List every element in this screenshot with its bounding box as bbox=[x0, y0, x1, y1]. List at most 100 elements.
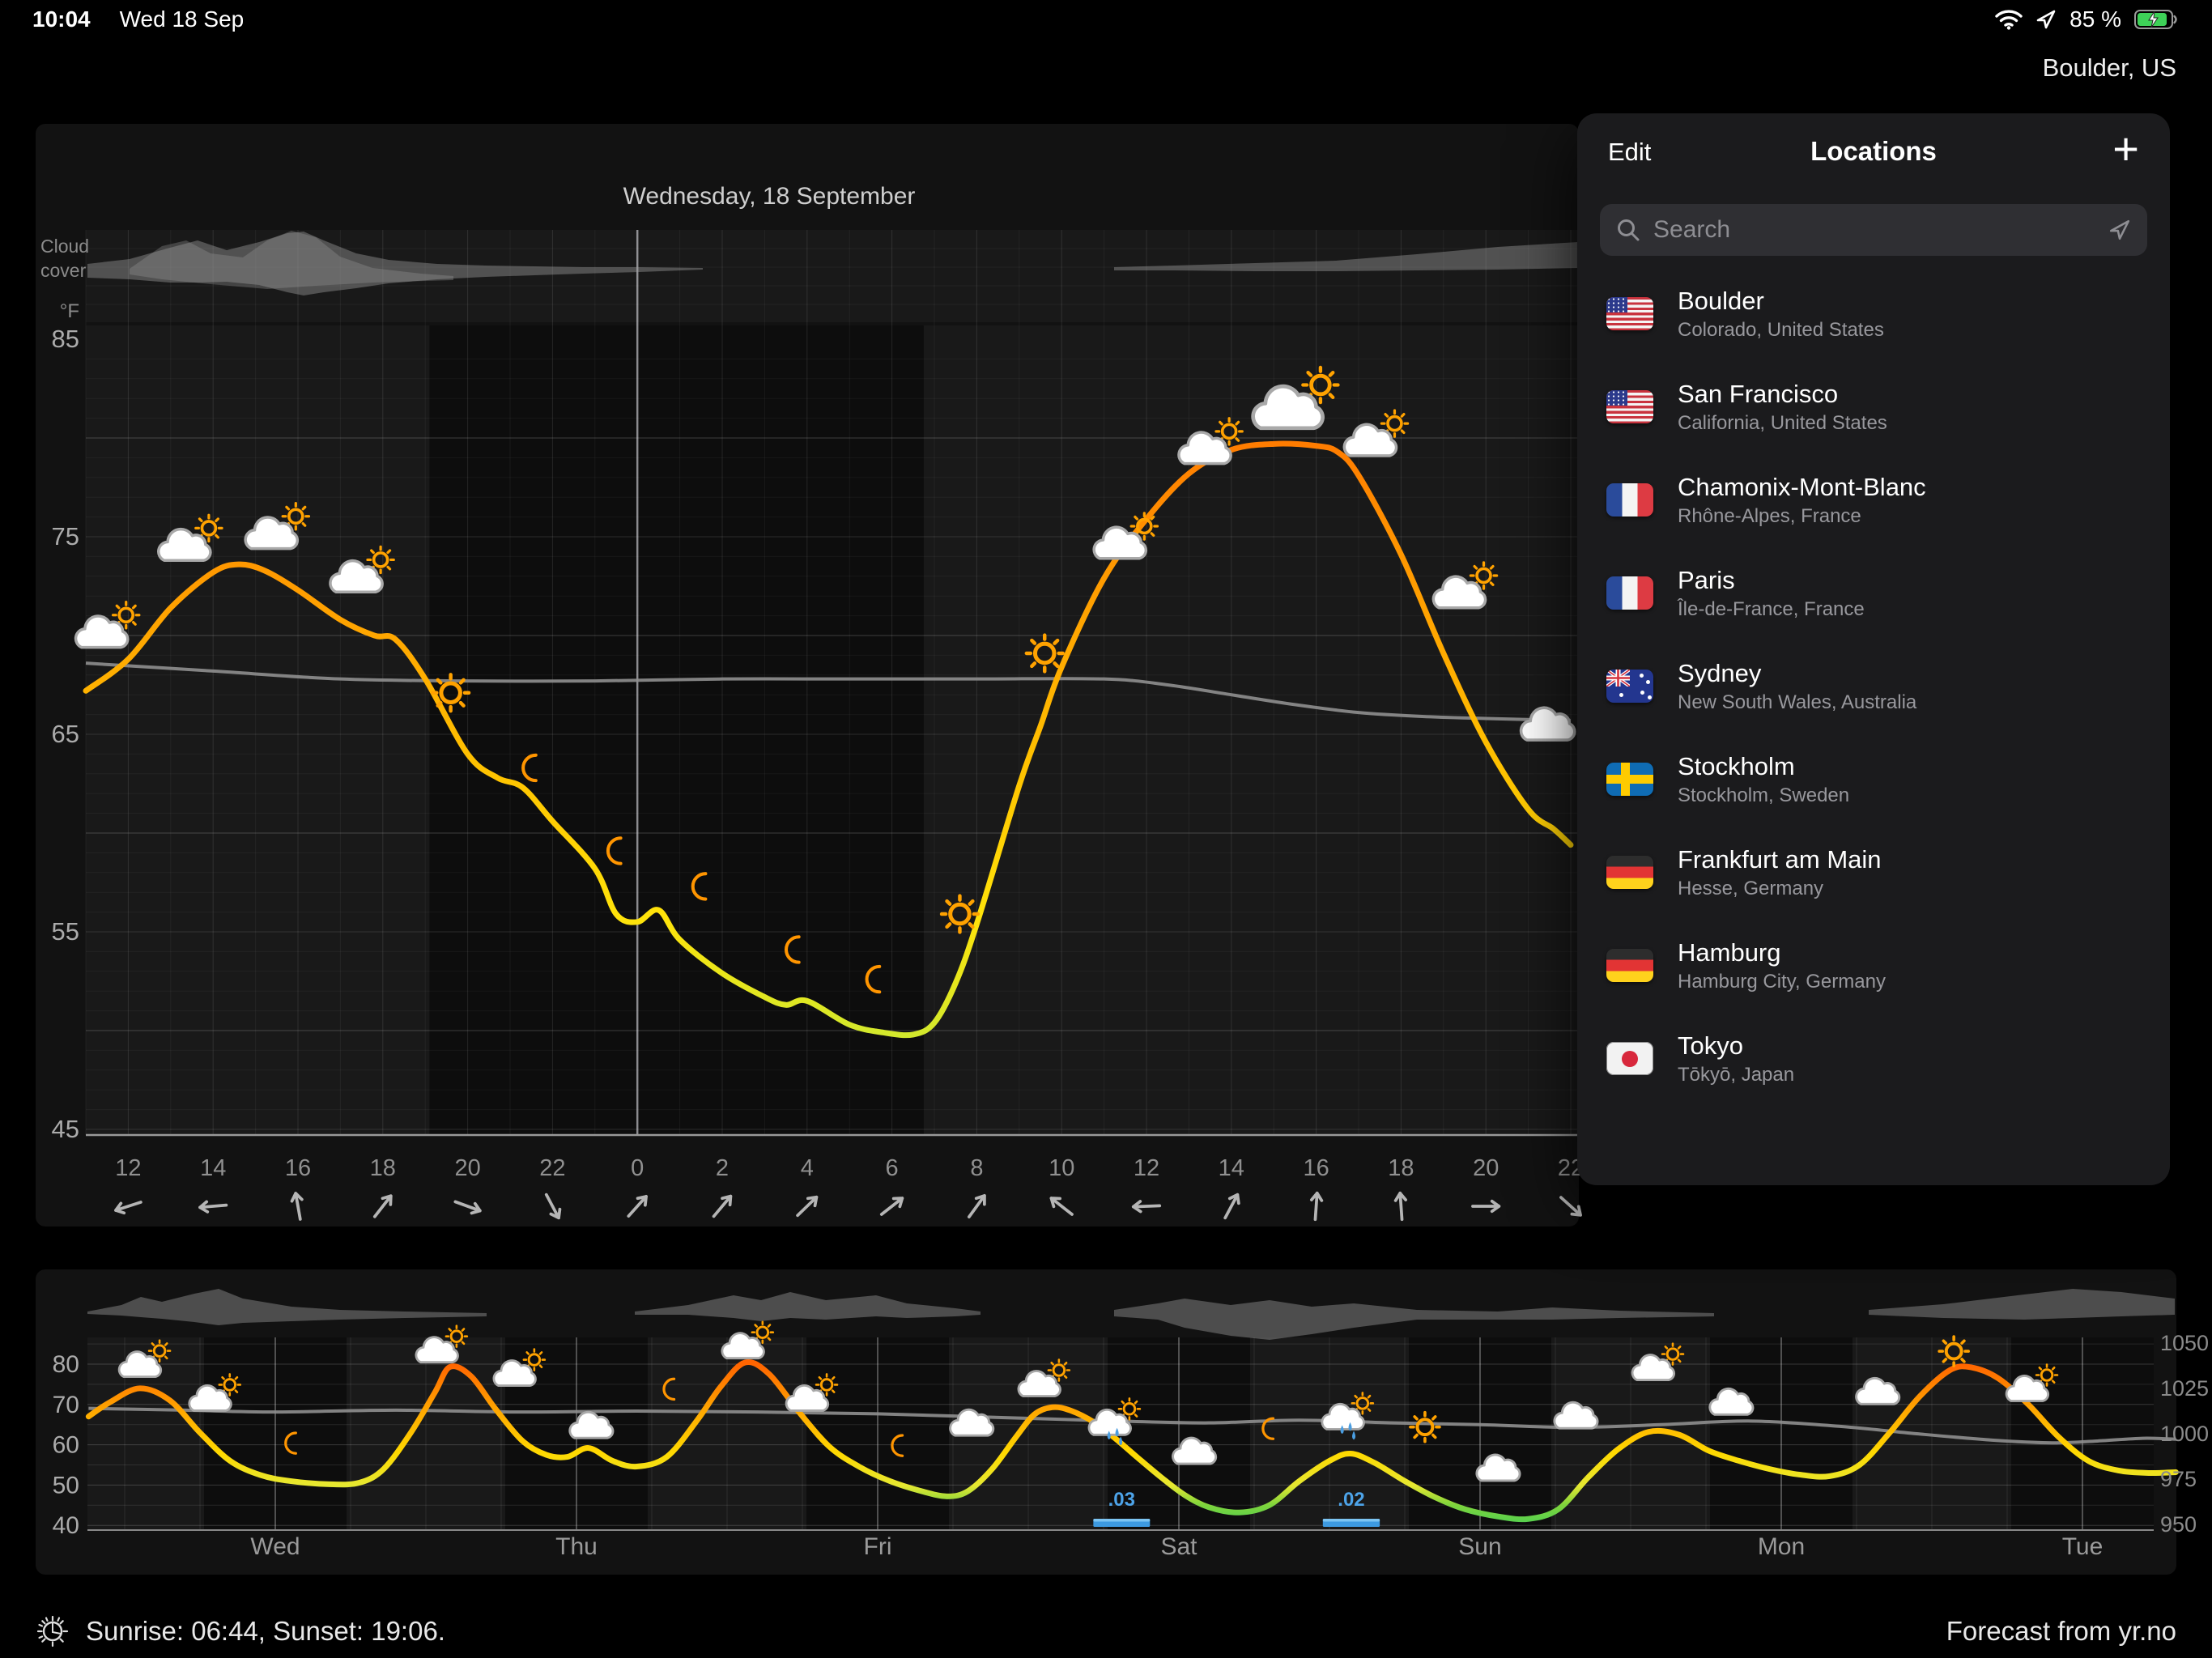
locations-title: Locations bbox=[1810, 136, 1937, 166]
flag-de-icon bbox=[1606, 856, 1653, 889]
pressure-axis-tick-label: 950 bbox=[2160, 1512, 2197, 1537]
sunrise-icon bbox=[36, 1615, 69, 1647]
location-name: Hamburg bbox=[1678, 937, 1781, 967]
pressure-axis-tick-label: 975 bbox=[2160, 1467, 2197, 1491]
location-list-item[interactable]: Chamonix-Mont-Blanc Rhône-Alpes, France bbox=[1577, 453, 2170, 546]
location-list-item[interactable]: Hamburg Hamburg City, Germany bbox=[1577, 919, 2170, 1012]
footer-bar: Sunrise: 06:44, Sunset: 19:06. Forecast … bbox=[0, 1605, 2212, 1658]
search-input[interactable] bbox=[1652, 215, 2097, 244]
location-search[interactable] bbox=[1600, 204, 2147, 256]
location-list-item[interactable]: Frankfurt am Main Hesse, Germany bbox=[1577, 826, 2170, 919]
x-axis-tick-label: 6 bbox=[886, 1155, 899, 1181]
flag-us-icon bbox=[1606, 297, 1653, 330]
search-icon bbox=[1618, 219, 1640, 241]
cloud-cover-band bbox=[87, 232, 703, 295]
cloud-cover-label: cover bbox=[40, 260, 87, 281]
temperature-curve bbox=[85, 1359, 2179, 1523]
week-overview-chart: .03 .02 Wed Thu Fri Sat Sun Mon Tue 80 70 60 50 40 105… bbox=[36, 1269, 2209, 1575]
x-axis-tick-label: 0 bbox=[631, 1155, 644, 1181]
edit-button[interactable]: Edit bbox=[1608, 138, 1652, 166]
flag-au-icon bbox=[1606, 670, 1653, 703]
location-region: Colorado, United States bbox=[1678, 318, 1884, 341]
location-list-item[interactable]: Boulder Colorado, United States bbox=[1577, 267, 2170, 360]
location-region: Stockholm, Sweden bbox=[1678, 784, 1850, 806]
y-axis-tick-label: 60 bbox=[53, 1432, 79, 1459]
cloud-cover-band bbox=[635, 1292, 981, 1321]
night-band bbox=[1710, 1337, 1853, 1530]
cloud-cover-band bbox=[1869, 1289, 2175, 1320]
location-list-item[interactable]: Tokyo Tōkyō, Japan bbox=[1577, 1012, 2170, 1105]
y-axis-tick-label: 45 bbox=[52, 1115, 79, 1143]
cloud-cover-zone bbox=[86, 230, 1579, 322]
precipitation-bar-highlight bbox=[1093, 1519, 1151, 1522]
pressure-line bbox=[88, 1406, 2176, 1445]
y-axis-tick-label: 85 bbox=[52, 325, 79, 353]
x-axis-tick-label: 16 bbox=[1303, 1155, 1329, 1181]
night-band bbox=[204, 1337, 347, 1530]
x-axis-tick-label: 14 bbox=[200, 1155, 226, 1181]
location-list-item[interactable]: San Francisco California, United States bbox=[1577, 360, 2170, 453]
navigate-arrow-icon[interactable] bbox=[2108, 219, 2131, 241]
x-axis-tick-label: 12 bbox=[1134, 1155, 1159, 1181]
flag-se-icon bbox=[1606, 763, 1653, 796]
day-tick-label: Sat bbox=[1160, 1533, 1197, 1560]
x-axis-tick-label: 10 bbox=[1049, 1155, 1074, 1181]
pressure-axis-tick-label: 1025 bbox=[2160, 1376, 2209, 1401]
location-region: New South Wales, Australia bbox=[1678, 691, 1917, 713]
location-name: Chamonix-Mont-Blanc bbox=[1678, 472, 1926, 501]
pressure-axis-tick-label: 1000 bbox=[2160, 1422, 2209, 1446]
location-name: Frankfurt am Main bbox=[1678, 844, 1882, 874]
sun-times-text: Sunrise: 06:44, Sunset: 19:06. bbox=[86, 1616, 445, 1646]
x-axis-tick-label: 14 bbox=[1219, 1155, 1244, 1181]
flag-us-icon bbox=[1606, 390, 1653, 423]
battery-percent: 85 % bbox=[2069, 6, 2121, 32]
locations-list: Boulder Colorado, United States San Franci… bbox=[1577, 256, 2170, 1105]
location-region: Tōkyō, Japan bbox=[1678, 1063, 1795, 1086]
x-axis-tick-label: 18 bbox=[370, 1155, 396, 1181]
status-date: Wed 18 Sep bbox=[119, 6, 245, 32]
precipitation-label: .02 bbox=[1338, 1489, 1364, 1511]
locations-panel: Edit Locations + Boulder Colorado, United… bbox=[1577, 113, 2170, 1185]
day-tick-label: Mon bbox=[1758, 1533, 1805, 1560]
battery-icon bbox=[2134, 10, 2177, 29]
cloud-cover-label: Cloud bbox=[40, 236, 89, 257]
night-band bbox=[806, 1337, 949, 1530]
cloud-cover-band bbox=[1114, 1299, 1714, 1340]
wifi-icon bbox=[1995, 10, 2023, 30]
cloud-cover-band bbox=[87, 1289, 487, 1325]
location-name: Sydney bbox=[1678, 658, 1762, 687]
location-list-item[interactable]: Stockholm Stockholm, Sweden bbox=[1577, 733, 2170, 826]
location-name: Boulder bbox=[1678, 286, 1764, 315]
y-axis-tick-label: 65 bbox=[52, 720, 79, 748]
location-name: Paris bbox=[1678, 565, 1735, 594]
cloud-cover-bumps bbox=[130, 231, 453, 289]
chart-title: Wednesday, 18 September bbox=[623, 183, 916, 210]
day-tick-label: Tue bbox=[2062, 1533, 2104, 1560]
y-axis-tick-label: 50 bbox=[53, 1472, 79, 1499]
add-location-button[interactable]: + bbox=[2112, 123, 2139, 174]
x-axis-tick-label: 4 bbox=[801, 1155, 814, 1181]
y-axis-tick-label: 75 bbox=[52, 522, 79, 551]
main-hourly-chart: Wednesday, 18 September Cloud cover °F 85 75 6… bbox=[36, 124, 1586, 1226]
location-list-item[interactable]: Paris Île-de-France, France bbox=[1577, 546, 2170, 640]
day-tick-label: Wed bbox=[250, 1533, 300, 1560]
x-axis-tick-label: 16 bbox=[285, 1155, 311, 1181]
locations-panel-header: Edit Locations + bbox=[1577, 113, 2170, 191]
y-axis-tick-label: 55 bbox=[52, 917, 79, 946]
forecast-attribution: Forecast from yr.no bbox=[1946, 1616, 2176, 1646]
temperature-curve bbox=[83, 440, 1574, 1039]
unit-label: °F bbox=[60, 300, 79, 322]
current-location-title[interactable]: Boulder, US bbox=[2042, 53, 2176, 82]
flag-fr-icon bbox=[1606, 576, 1653, 610]
location-region: California, United States bbox=[1678, 411, 1887, 434]
x-axis-tick-label: 18 bbox=[1388, 1155, 1414, 1181]
day-tick-label: Fri bbox=[864, 1533, 892, 1560]
location-name: Stockholm bbox=[1678, 751, 1795, 780]
day-tick-label: Thu bbox=[555, 1533, 598, 1560]
x-axis-tick-label: 2 bbox=[716, 1155, 729, 1181]
location-list-item[interactable]: Sydney New South Wales, Australia bbox=[1577, 640, 2170, 733]
precipitation-label: .03 bbox=[1108, 1489, 1135, 1511]
pressure-line bbox=[85, 661, 1572, 722]
x-axis-tick-label: 22 bbox=[539, 1155, 565, 1181]
